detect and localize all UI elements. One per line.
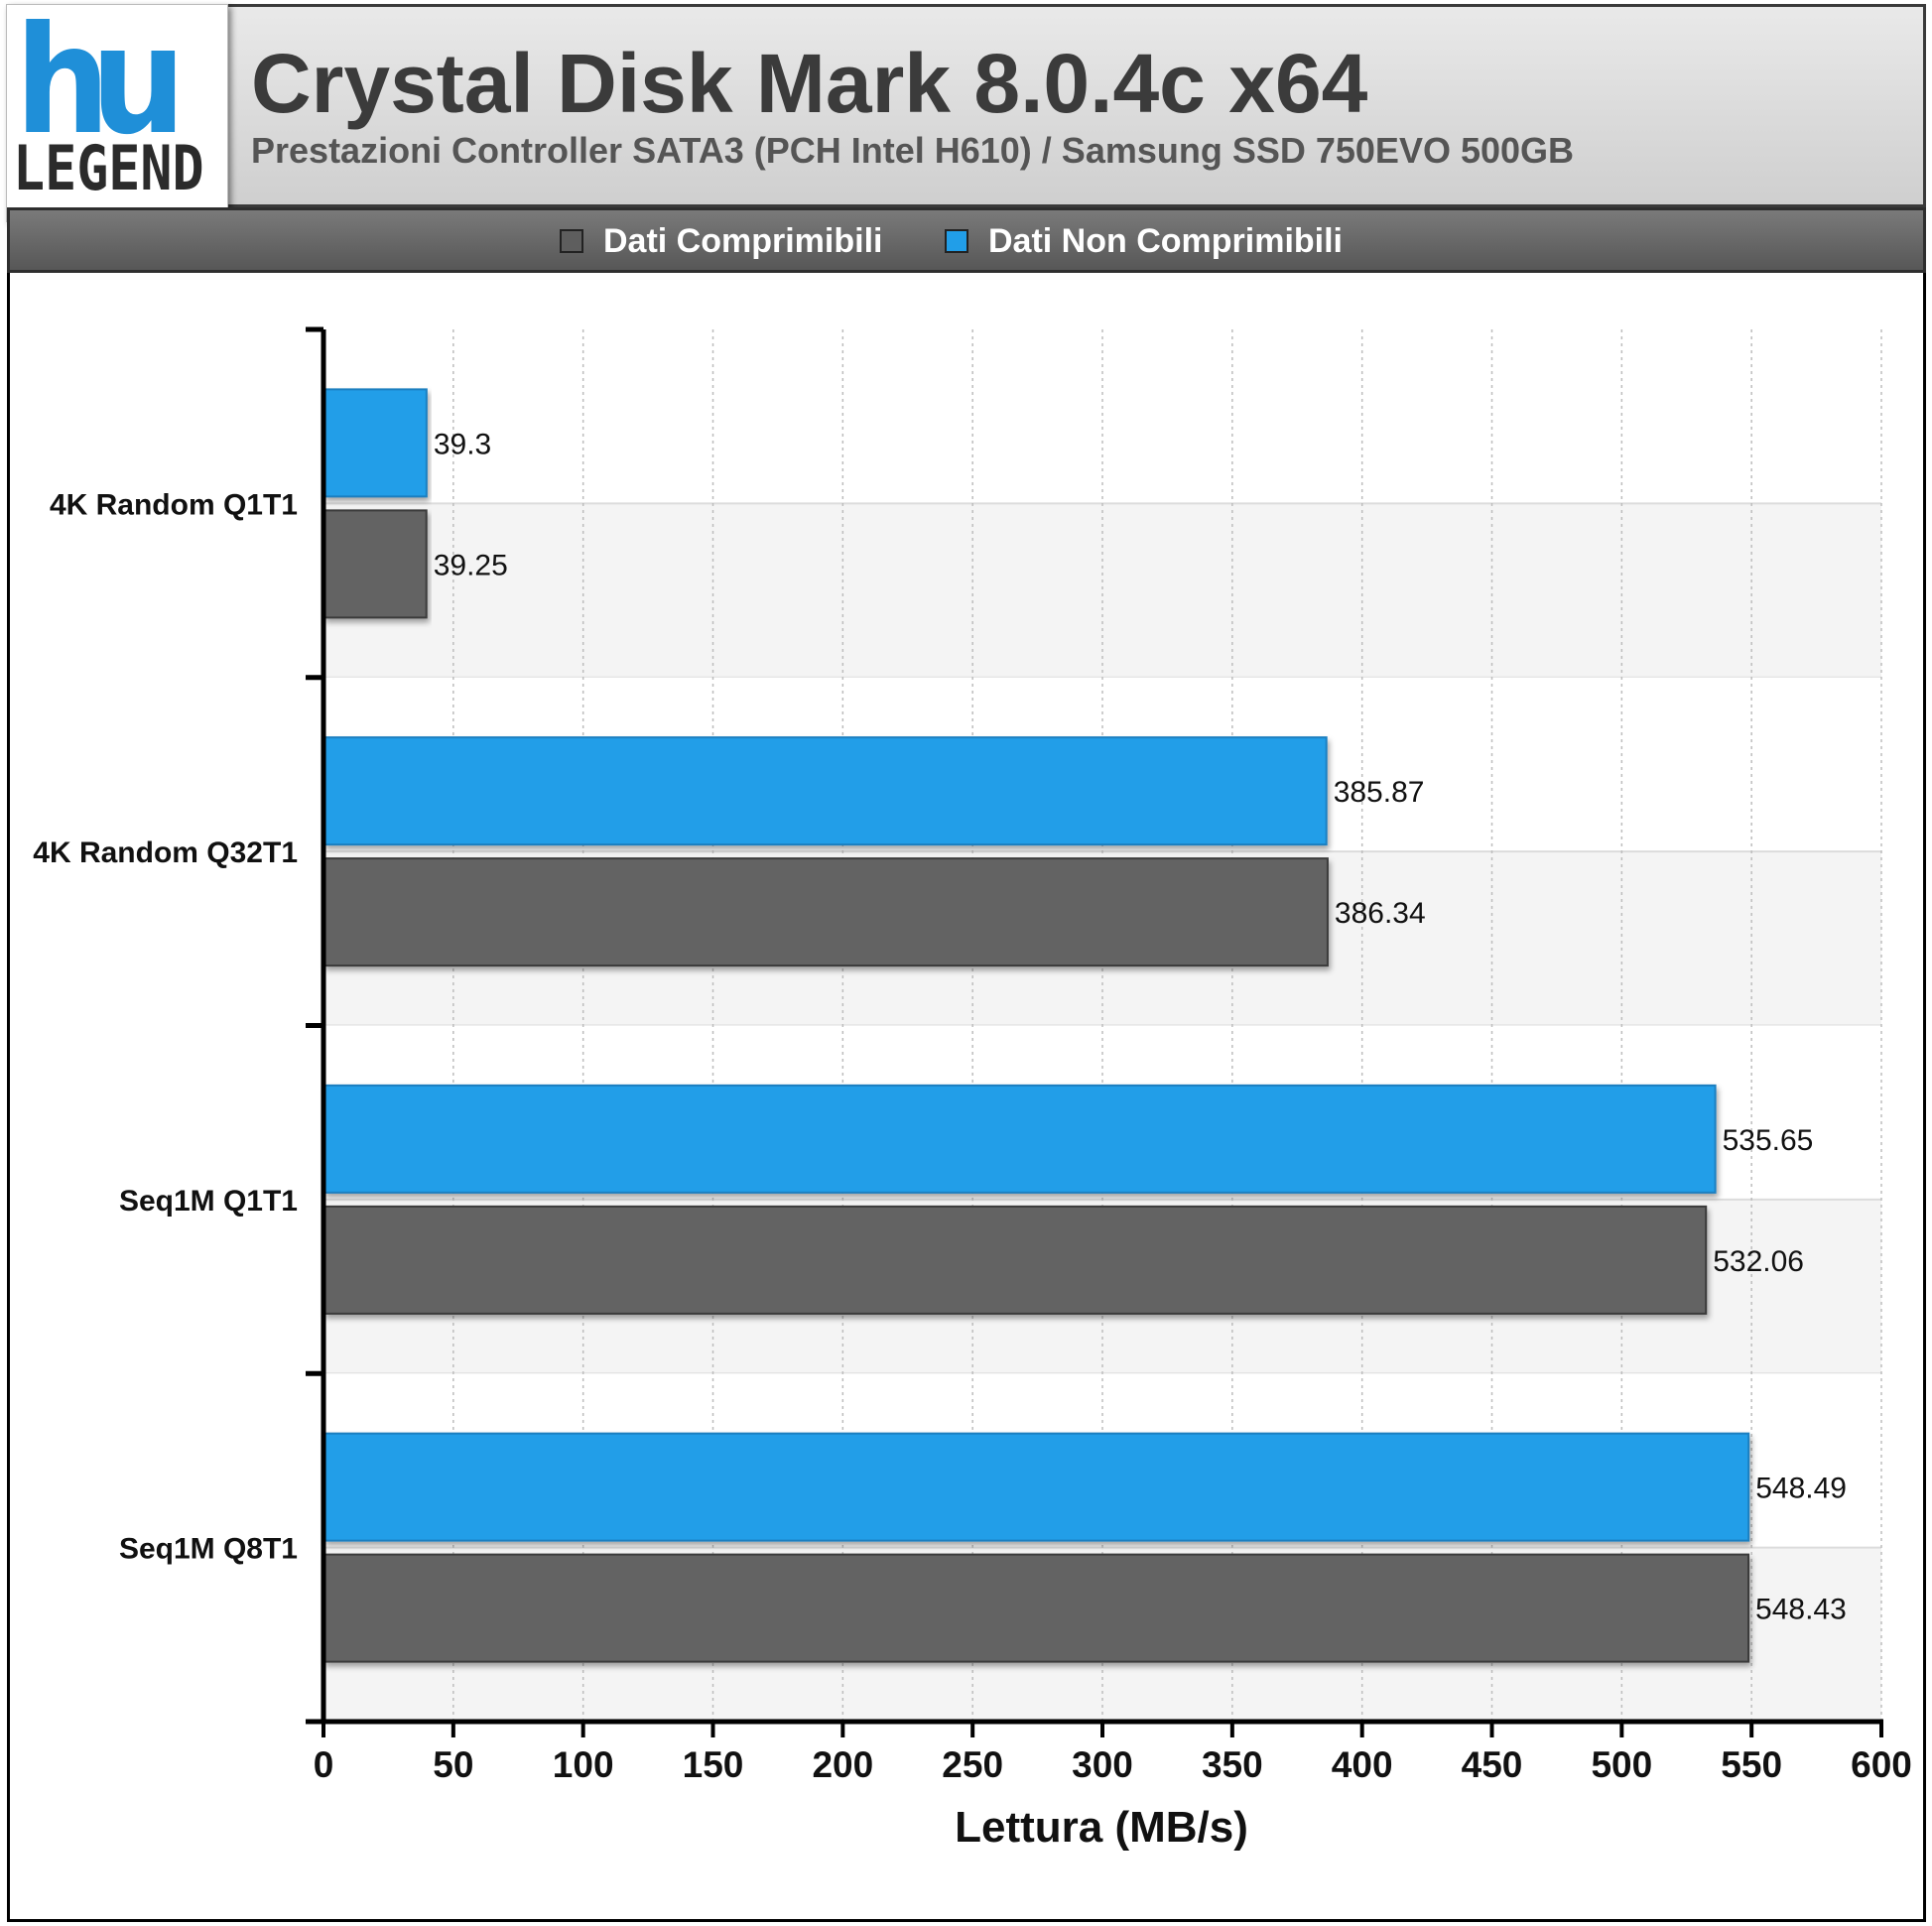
y-category-label: 4K Random Q32T1 [33, 836, 298, 869]
bar-value-label: 39.25 [434, 549, 508, 581]
bar-incompressible [323, 388, 428, 498]
x-axis-title: Lettura (MB/s) [955, 1803, 1248, 1852]
chart-title: Crystal Disk Mark 8.0.4c x64 [251, 37, 1368, 130]
bar-value-label: 548.49 [1755, 1473, 1847, 1505]
chart-header: Crystal Disk Mark 8.0.4c x64 Prestazioni… [7, 4, 1926, 207]
bar-compressible [323, 509, 428, 619]
bar-incompressible [323, 1432, 1750, 1542]
x-tick-label: 400 [1332, 1744, 1393, 1785]
x-tick-label: 0 [314, 1744, 334, 1785]
legend-item-incompressible: Dati Non Comprimibili [945, 221, 1343, 260]
x-tick-label: 350 [1202, 1744, 1263, 1785]
bar-compressible [323, 1205, 1708, 1315]
bar-incompressible [323, 1084, 1717, 1194]
x-tick-label: 500 [1591, 1744, 1652, 1785]
bar-value-label: 39.3 [434, 428, 491, 460]
legend-label-compressible: Dati Comprimibili [603, 221, 883, 260]
bar-value-label: 532.06 [1713, 1245, 1804, 1278]
y-category-label: 4K Random Q1T1 [50, 488, 298, 521]
legend-item-compressible: Dati Comprimibili [560, 221, 883, 260]
legend-bar: Dati Comprimibili Dati Non Comprimibili [7, 207, 1926, 273]
hwlegend-logo: hu LEGEND [6, 4, 228, 222]
y-category-label: Seq1M Q8T1 [119, 1533, 298, 1566]
legend-swatch-incompressible [945, 229, 968, 253]
logo-word: LEGEND [13, 132, 204, 204]
legend-swatch-compressible [560, 229, 583, 253]
x-tick-label: 300 [1072, 1744, 1133, 1785]
bar-compressible [323, 857, 1329, 967]
bar-value-label: 385.87 [1334, 776, 1425, 809]
x-tick-label: 100 [553, 1744, 614, 1785]
x-tick-label: 50 [433, 1744, 473, 1785]
chart-subtitle: Prestazioni Controller SATA3 (PCH Intel … [251, 130, 1575, 171]
x-tick-label: 200 [812, 1744, 873, 1785]
legend-label-incompressible: Dati Non Comprimibili [988, 221, 1343, 260]
x-tick-label: 250 [942, 1744, 1003, 1785]
bar-value-label: 386.34 [1335, 897, 1426, 930]
x-tick-label: 150 [683, 1744, 744, 1785]
y-category-label: Seq1M Q1T1 [119, 1185, 298, 1218]
bar-value-label: 535.65 [1723, 1124, 1814, 1157]
x-tick-label: 450 [1462, 1744, 1523, 1785]
bar-incompressible [323, 736, 1328, 846]
logo-mark: hu [15, 0, 186, 168]
x-tick-label: 600 [1851, 1744, 1912, 1785]
bar-value-label: 548.43 [1755, 1594, 1847, 1626]
x-tick-label: 550 [1721, 1744, 1782, 1785]
bar-compressible [323, 1553, 1750, 1663]
